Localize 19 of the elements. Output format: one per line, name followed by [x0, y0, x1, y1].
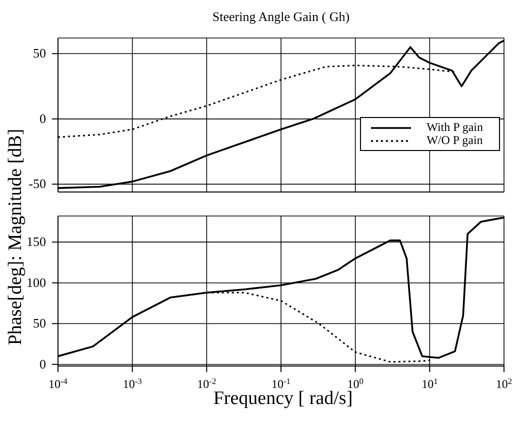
y-tick-label: 0 [40, 356, 46, 372]
y-tick-label: 50 [33, 46, 46, 61]
y-tick-label: 50 [33, 316, 46, 331]
x-axis-title: Frequency [ rad/s] [213, 388, 353, 409]
x-tick-label: 10$^{-3}$ [122, 376, 142, 391]
x-tick-label: 10$^{2}$ [496, 376, 512, 391]
x-tick-label: 10$^{-4}$ [48, 376, 68, 391]
chart-title: Steering Angle Gain ( Gh) [211, 8, 351, 26]
y-tick-label: -50 [28, 176, 46, 192]
x-tick-label: 10$^{0}$ [347, 376, 364, 391]
y-tick-label: 100 [26, 274, 46, 290]
x-tick-label: 10$^{-1}$ [272, 376, 290, 391]
y-tick-label: 150 [26, 234, 46, 250]
x-tick-label: 10$^{1}$ [422, 376, 438, 391]
x-tick-label: 10$^{-2}$ [197, 376, 216, 391]
y-tick-label: 0 [40, 110, 46, 126]
legend-label: With P gain [426, 120, 483, 134]
legend-label: W/O P gain [426, 133, 483, 147]
y-axis-title: Phase[deg]: Magnitude [dB] [5, 128, 27, 346]
